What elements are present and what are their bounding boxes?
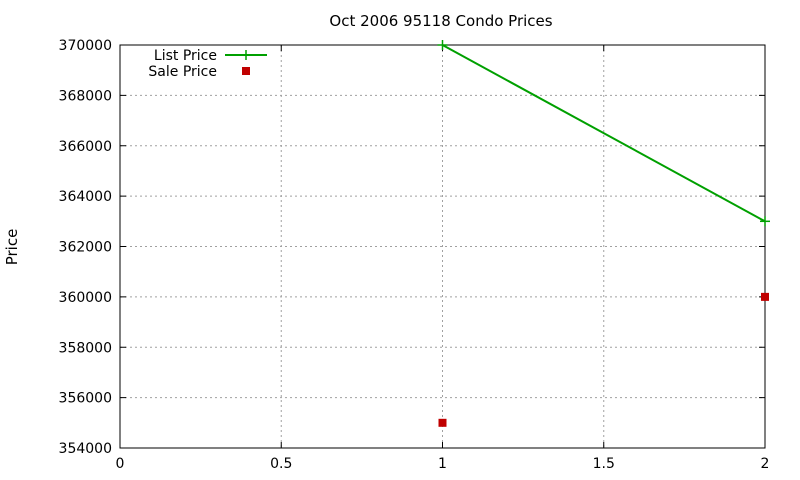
- chart-title: Oct 2006 95118 Condo Prices: [329, 12, 552, 30]
- y-tick-label: 356000: [59, 391, 112, 407]
- series-list-price: [437, 40, 770, 227]
- data-series: [437, 40, 770, 427]
- y-tick-label: 366000: [59, 139, 112, 155]
- x-tick-labels: 0 0.5 1 1.5 2: [116, 456, 770, 472]
- data-point: [760, 216, 770, 227]
- data-point: [761, 292, 769, 301]
- legend-marker: [242, 67, 250, 75]
- x-tick-label: 1: [438, 456, 447, 472]
- x-tick-label: 0.5: [270, 456, 292, 472]
- y-tick-label: 362000: [59, 240, 112, 256]
- y-tick-label: 364000: [59, 189, 112, 205]
- grid-lines: [120, 45, 765, 448]
- data-point: [438, 418, 447, 427]
- x-tick-label: 1.5: [593, 456, 615, 472]
- y-axis-label: Price: [3, 229, 21, 266]
- legend-marker: [241, 50, 251, 60]
- legend-label: List Price: [154, 48, 217, 64]
- y-tick-labels: 354000 356000 358000 360000 362000 364000 3660…: [59, 38, 112, 457]
- y-tick-label: 354000: [59, 441, 112, 457]
- y-tick-label: 368000: [59, 88, 112, 104]
- legend-label: Sale Price: [148, 64, 217, 80]
- x-tick-label: 0: [116, 456, 125, 472]
- series-sale-price: [438, 292, 769, 427]
- series-line: [442, 44, 766, 223]
- x-tick-label: 2: [761, 456, 770, 472]
- y-tick-label: 370000: [59, 38, 112, 54]
- data-point: [437, 40, 448, 50]
- y-tick-label: 358000: [59, 340, 112, 356]
- y-tick-label: 360000: [59, 290, 112, 306]
